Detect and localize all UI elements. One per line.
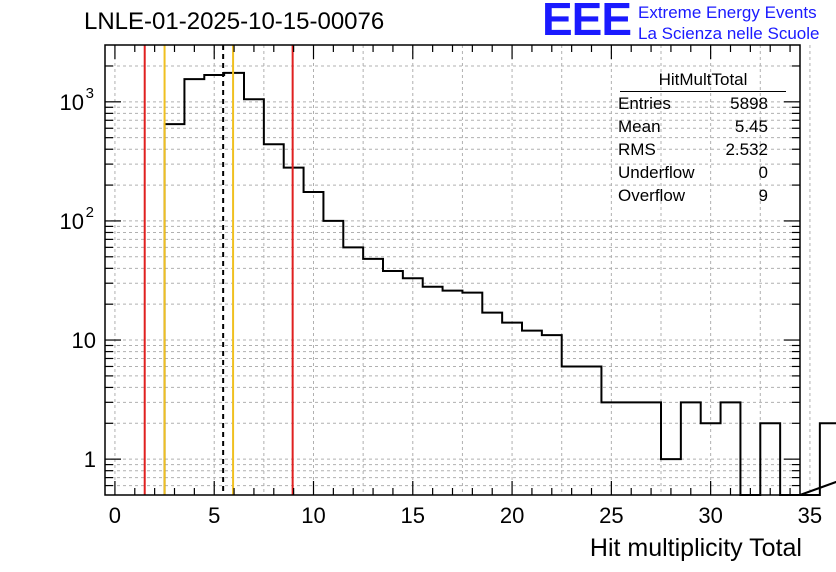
chart-title: LNLE-01-2025-10-15-00076 <box>84 8 385 35</box>
stats-label: Overflow <box>618 186 686 205</box>
logo-mark: EEE <box>542 0 632 45</box>
stats-value: 2.532 <box>725 140 768 159</box>
stats-row-mean: Mean 5.45 <box>610 115 780 138</box>
stats-value: 5898 <box>730 94 768 113</box>
stats-title: HitMultTotal <box>620 70 786 92</box>
x-tick-label: 0 <box>109 503 121 528</box>
y-tick-label: 1 <box>84 447 96 472</box>
stats-value: 9 <box>758 186 768 205</box>
x-tick-label: 20 <box>500 503 524 528</box>
x-tick-label: 25 <box>599 503 623 528</box>
x-tick-label: 35 <box>798 503 822 528</box>
y-tick-label: 10 <box>60 209 84 234</box>
stats-row-underflow: Underflow 0 <box>610 161 780 184</box>
stats-label: RMS <box>618 140 656 159</box>
stats-label: Entries <box>618 94 671 113</box>
x-tick-label: 15 <box>401 503 425 528</box>
stats-row-rms: RMS 2.532 <box>610 138 780 161</box>
x-tick-label: 5 <box>208 503 220 528</box>
y-tick-exponent: 2 <box>86 204 94 221</box>
stats-label: Mean <box>618 117 661 136</box>
stats-value: 5.45 <box>734 117 768 136</box>
x-tick-label: 10 <box>301 503 325 528</box>
x-tick-label: 30 <box>698 503 722 528</box>
stats-box: HitMultTotal Entries 5898 Mean 5.45 RMS … <box>610 70 786 207</box>
stats-row-entries: Entries 5898 <box>610 92 780 115</box>
histogram-outline <box>163 71 836 496</box>
logo-line-2: La Scienza nelle Scuole <box>638 24 820 43</box>
eee-logo: EEE Extreme Energy Events La Scienza nel… <box>542 0 832 46</box>
y-tick-label: 10 <box>72 328 96 353</box>
stats-row-overflow: Overflow 9 <box>610 184 780 207</box>
logo-line-1: Extreme Energy Events <box>638 3 817 22</box>
y-tick-label: 10 <box>60 90 84 115</box>
x-axis-label: Hit multiplicity Total <box>589 534 802 562</box>
stats-label: Underflow <box>618 163 695 182</box>
stats-value: 0 <box>758 163 768 182</box>
y-tick-exponent: 3 <box>86 85 94 102</box>
